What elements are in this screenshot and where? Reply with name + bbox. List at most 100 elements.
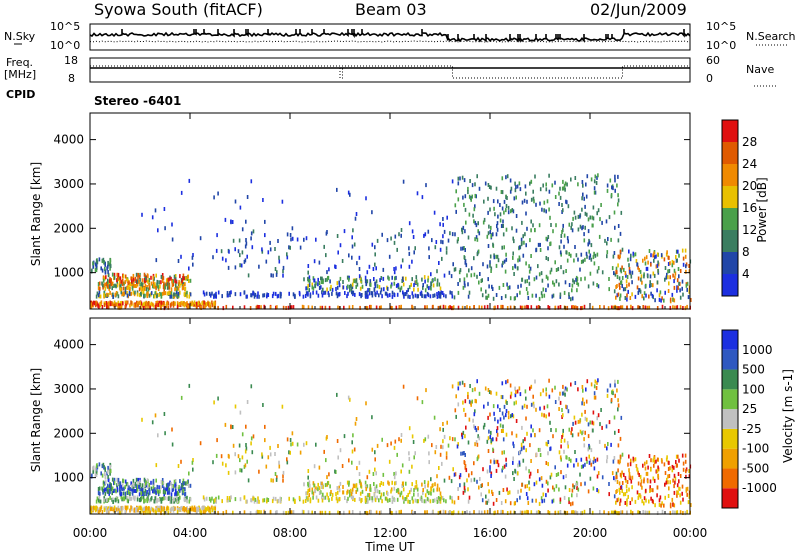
- velocity-point: [473, 477, 476, 482]
- power-point: [135, 278, 137, 283]
- velocity-point: [351, 440, 353, 445]
- power-point: [387, 275, 389, 280]
- velocity-point: [243, 464, 246, 469]
- power-point: [649, 274, 652, 279]
- velocity-point: [685, 469, 687, 474]
- power-point: [134, 290, 136, 295]
- velocity-point: [617, 403, 620, 408]
- y-tick-label: 3000: [53, 382, 84, 396]
- velocity-point: [470, 471, 473, 476]
- noise-left-tick-bottom: 10^0: [50, 39, 80, 52]
- power-point: [368, 287, 371, 292]
- power-point: [129, 282, 131, 287]
- velocity-point: [224, 422, 227, 427]
- power-point: [330, 284, 332, 289]
- velocity-point: [574, 381, 577, 385]
- power-point: [115, 284, 117, 289]
- power-point: [311, 282, 314, 287]
- velocity-point: [571, 427, 573, 432]
- velocity-point: [463, 461, 466, 465]
- velocity-point: [548, 378, 550, 383]
- velocity-point: [386, 443, 389, 448]
- velocity-point: [560, 444, 562, 449]
- power-point: [90, 302, 93, 307]
- velocity-point: [101, 464, 104, 469]
- velocity-point: [149, 510, 151, 515]
- power-point: [192, 262, 194, 267]
- power-point: [453, 267, 456, 272]
- power-point: [321, 280, 323, 284]
- power-point: [411, 229, 414, 234]
- velocity-point: [497, 419, 499, 424]
- velocity-point: [688, 474, 691, 479]
- power-point: [227, 293, 229, 298]
- power-point: [102, 257, 105, 262]
- power-point: [481, 278, 483, 283]
- power-point: [637, 265, 639, 270]
- power-point: [163, 281, 165, 286]
- velocity-point: [491, 489, 493, 494]
- power-point: [211, 291, 213, 296]
- velocity-point: [167, 483, 169, 488]
- velocity-point: [650, 496, 652, 501]
- velocity-point: [125, 505, 128, 510]
- velocity-point: [481, 498, 484, 503]
- velocity-point: [463, 482, 466, 487]
- velocity-point: [143, 506, 146, 511]
- velocity-point: [441, 496, 444, 500]
- velocity-point: [653, 463, 655, 468]
- velocity-point: [467, 395, 469, 400]
- power-point: [322, 287, 324, 292]
- velocity-point: [521, 405, 524, 410]
- power-point: [390, 284, 392, 289]
- velocity-point: [599, 510, 601, 514]
- velocity-point: [405, 481, 407, 486]
- velocity-point: [106, 497, 108, 502]
- power-point: [250, 293, 252, 298]
- power-point: [411, 291, 414, 296]
- power-point: [447, 238, 450, 243]
- power-point: [538, 296, 541, 301]
- power-point: [307, 291, 309, 296]
- power-point: [121, 282, 124, 286]
- velocity-point: [161, 496, 164, 501]
- power-point: [312, 286, 315, 291]
- power-point: [535, 293, 537, 298]
- velocity-point: [343, 434, 346, 439]
- velocity-point: [613, 494, 616, 499]
- velocity-point: [573, 463, 575, 468]
- velocity-point: [274, 472, 277, 476]
- velocity-point: [184, 491, 187, 496]
- power-point: [204, 305, 206, 309]
- velocity-point: [148, 487, 150, 492]
- velocity-point: [329, 492, 332, 497]
- power-point: [626, 305, 628, 310]
- velocity-point: [478, 391, 481, 396]
- velocity-point: [521, 482, 523, 487]
- power-point: [577, 214, 580, 219]
- velocity-point: [439, 452, 442, 457]
- power-point: [630, 253, 632, 258]
- velocity-point: [100, 505, 103, 510]
- power-point: [463, 202, 465, 207]
- power-point: [107, 273, 110, 278]
- velocity-colorbar-segment: [722, 428, 738, 449]
- power-point: [493, 306, 495, 311]
- velocity-point: [304, 499, 307, 503]
- velocity-point: [656, 457, 659, 462]
- velocity-point: [553, 487, 556, 492]
- velocity-point: [246, 459, 248, 464]
- velocity-point: [574, 510, 577, 515]
- velocity-point: [509, 383, 512, 388]
- power-point: [267, 250, 270, 255]
- velocity-point: [191, 506, 193, 511]
- velocity-point: [97, 498, 100, 503]
- velocity-point: [632, 456, 635, 461]
- power-colorbar-tick: 8: [742, 245, 750, 259]
- velocity-point: [570, 458, 572, 463]
- power-point: [266, 294, 268, 299]
- power-point: [321, 305, 324, 310]
- power-point: [612, 305, 615, 310]
- power-point: [354, 292, 356, 297]
- power-point: [234, 265, 237, 270]
